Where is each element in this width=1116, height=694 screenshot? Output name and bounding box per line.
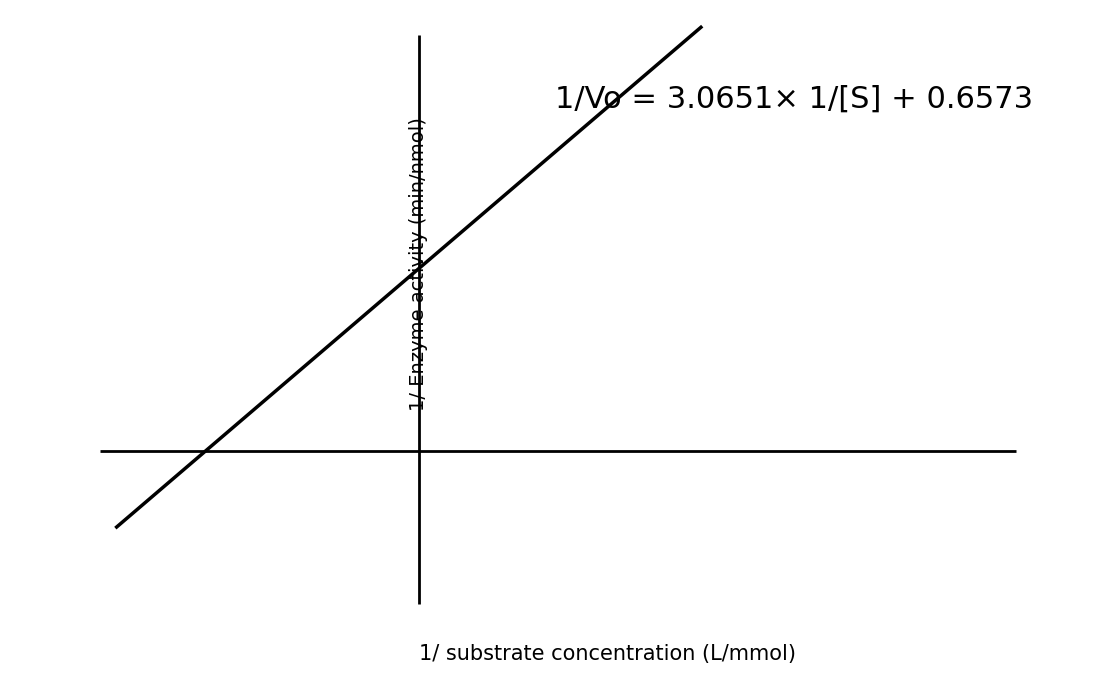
Text: 1/ substrate concentration (L/mmol): 1/ substrate concentration (L/mmol) xyxy=(420,644,796,663)
Text: 1/ Enzyme activity (min/nmol): 1/ Enzyme activity (min/nmol) xyxy=(410,117,429,411)
Text: 1/Vo = 3.0651× 1/[S] + 0.6573: 1/Vo = 3.0651× 1/[S] + 0.6573 xyxy=(556,85,1033,114)
